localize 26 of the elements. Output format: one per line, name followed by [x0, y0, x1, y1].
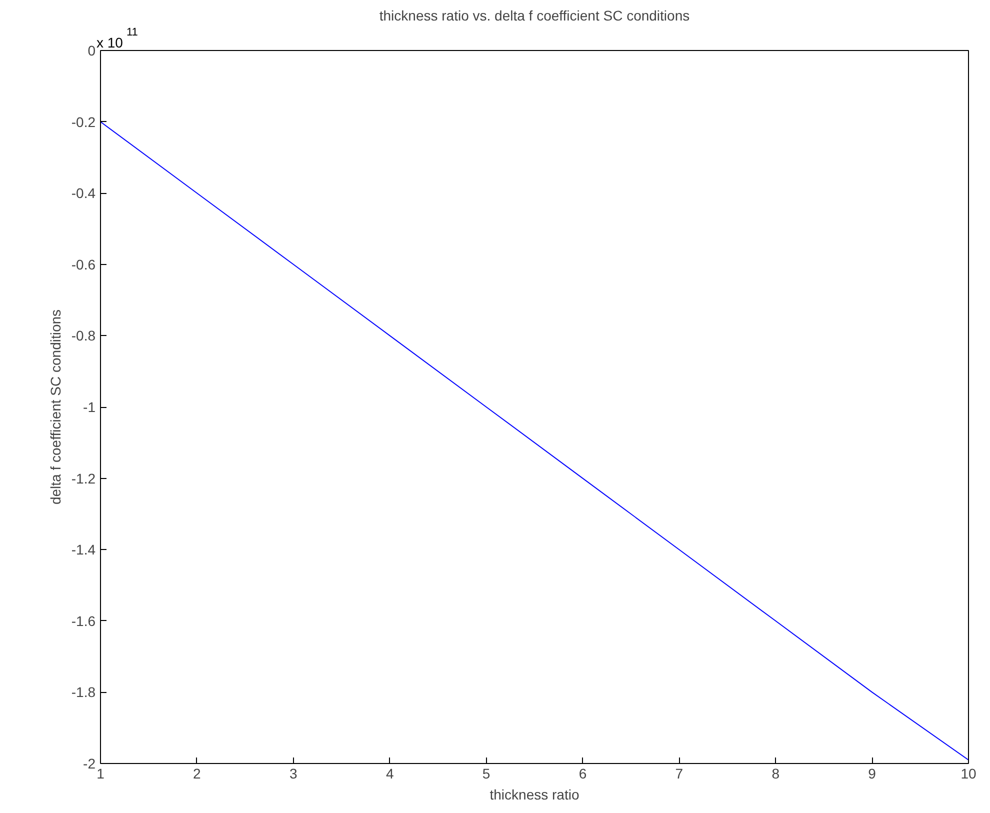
y-tick-label: -0.8 — [71, 328, 96, 344]
x-tick-label: 6 — [578, 766, 587, 782]
y-tick-label: -1.8 — [71, 684, 96, 700]
x-tick-label: 9 — [868, 766, 876, 782]
x-tick-label: 10 — [960, 766, 976, 782]
y-tick-label: -0.4 — [71, 185, 96, 202]
y-tick-label: -0.6 — [71, 256, 96, 272]
y-tick-label: -1.2 — [71, 470, 96, 486]
line-series — [100, 121, 968, 760]
y-axis-title: delta f coefficient SC conditions — [47, 309, 64, 505]
text: x 1011 — [96, 26, 138, 50]
x-tick-label: 4 — [386, 766, 394, 782]
x-tick-label: 3 — [289, 766, 298, 782]
y-tick-label: -1.4 — [71, 542, 96, 558]
x-tick-label: 7 — [675, 766, 684, 782]
x-tick-label: 8 — [772, 766, 780, 782]
y-tick-label: -2 — [83, 756, 96, 772]
x-tick-label: 5 — [482, 766, 490, 782]
x-tick-label: 1 — [96, 766, 105, 782]
x-axis-title: thickness ratio — [490, 786, 580, 802]
x-tick-label: 2 — [193, 766, 202, 782]
chart-title: thickness ratio vs. delta f coefficient SC conditions — [379, 8, 690, 24]
y-tick-label: -1.6 — [71, 612, 96, 629]
y-tick-label: -0.2 — [71, 114, 96, 130]
y-tick-label: -1 — [83, 399, 96, 415]
y-tick-label: 0 — [88, 42, 96, 58]
